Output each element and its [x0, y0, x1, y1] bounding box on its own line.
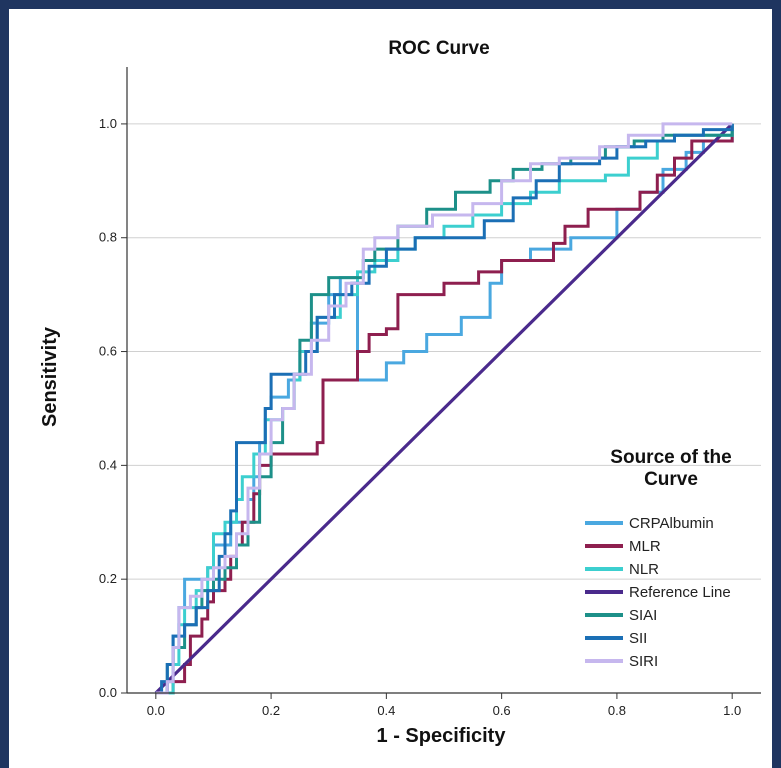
- x-axis-label: 1 - Specificity: [377, 725, 507, 747]
- roc-chart: ROC Curve 0.0 0.2 0.4 0.6 0.8 1.0 0.0 0.2 0.4 0.6…: [39, 38, 761, 747]
- series-line-siri: [155, 122, 733, 695]
- axes: [121, 67, 761, 699]
- legend-label-1: MLR: [629, 538, 661, 555]
- y-tick-label-1: 0.2: [99, 571, 117, 586]
- legend-label-3: Reference Line: [629, 584, 731, 601]
- chart-frame: ROC Curve 0.0 0.2 0.4 0.6 0.8 1.0 0.0 0.2 0.4 0.6…: [9, 9, 772, 768]
- legend-title-line2: Curve: [644, 469, 698, 490]
- x-tick-label-4: 0.8: [608, 703, 626, 718]
- legend-label-5: SII: [629, 630, 647, 647]
- legend: Source of the Curve CRPAlbumin MLR NLR Refe…: [585, 447, 732, 670]
- legend-label-2: NLR: [629, 561, 659, 578]
- legend-label-6: SIRI: [629, 653, 658, 670]
- x-tick-label-3: 0.6: [493, 703, 511, 718]
- legend-items: CRPAlbumin MLR NLR Reference Line SIAI SII SIR…: [585, 515, 731, 670]
- y-tick-label-2: 0.4: [99, 457, 117, 472]
- y-tick-label-4: 0.8: [99, 230, 117, 245]
- y-tick-label-3: 0.6: [99, 344, 117, 359]
- chart-title: ROC Curve: [388, 38, 489, 59]
- legend-title-line1: Source of the: [610, 447, 731, 468]
- x-tick-label-1: 0.2: [262, 703, 280, 718]
- series-line-reference-line: [154, 122, 734, 695]
- tick-labels: 0.0 0.2 0.4 0.6 0.8 1.0 0.0 0.2 0.4 0.6 0.8 1.0: [99, 116, 741, 718]
- legend-label-0: CRPAlbumin: [629, 515, 714, 532]
- series-line-mlr: [155, 123, 734, 695]
- y-tick-label-0: 0.0: [99, 685, 117, 700]
- y-axis-label: Sensitivity: [39, 326, 61, 427]
- x-tick-label-0: 0.0: [147, 703, 165, 718]
- legend-label-4: SIAI: [629, 607, 657, 624]
- x-tick-label-2: 0.4: [377, 703, 395, 718]
- y-tick-label-5: 1.0: [99, 116, 117, 131]
- series-group: [154, 122, 734, 695]
- x-tick-label-5: 1.0: [723, 703, 741, 718]
